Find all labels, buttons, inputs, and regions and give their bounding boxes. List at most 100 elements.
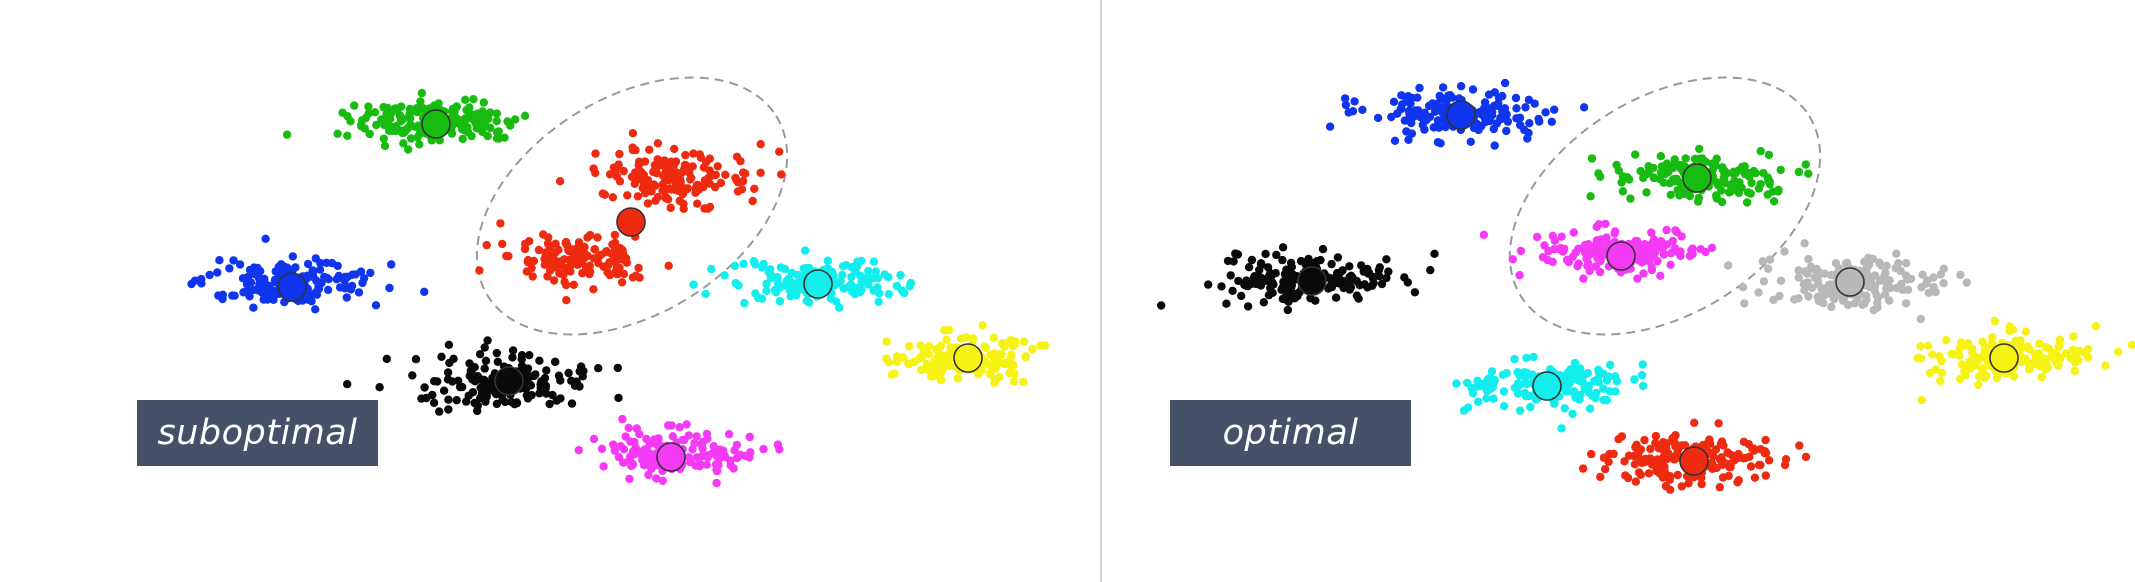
data-point	[801, 246, 810, 255]
data-point	[551, 248, 560, 257]
data-point	[1261, 249, 1270, 259]
data-point	[364, 102, 373, 111]
data-point	[989, 333, 998, 342]
data-point	[745, 453, 754, 462]
data-point	[1636, 470, 1646, 479]
data-point	[1578, 464, 1588, 473]
data-point	[1157, 301, 1166, 310]
data-point	[757, 294, 767, 303]
data-point	[2033, 360, 2042, 370]
data-point	[775, 283, 784, 293]
data-point	[1674, 442, 1683, 451]
data-point	[838, 262, 848, 271]
data-point	[618, 414, 627, 424]
data-point	[1764, 150, 1774, 160]
data-point	[340, 276, 349, 285]
centroid-marker	[494, 366, 524, 396]
data-point	[235, 260, 245, 269]
data-point	[462, 105, 471, 115]
cluster-red-optimal	[1578, 418, 1811, 494]
data-point	[1278, 283, 1287, 292]
data-point	[391, 104, 401, 113]
data-point	[645, 439, 655, 448]
data-point	[653, 139, 663, 148]
data-point	[1765, 255, 1775, 264]
data-point	[681, 150, 690, 160]
data-point	[1474, 397, 1483, 406]
data-point	[2037, 372, 2047, 382]
data-point	[1696, 245, 1705, 254]
data-point	[924, 366, 933, 375]
data-point	[739, 259, 748, 268]
data-point	[1345, 262, 1354, 271]
data-point	[1579, 274, 1588, 283]
data-point	[1513, 379, 1523, 388]
data-point	[997, 339, 1007, 348]
data-point	[416, 97, 425, 106]
data-point	[250, 270, 260, 279]
data-point	[465, 359, 474, 368]
data-point	[874, 297, 883, 306]
data-point	[1028, 344, 1037, 354]
data-point	[443, 368, 453, 377]
data-point	[1426, 265, 1435, 275]
data-point	[451, 103, 461, 112]
data-point	[1765, 179, 1774, 189]
data-point	[1639, 269, 1648, 278]
data-point	[847, 272, 856, 282]
data-point	[823, 256, 832, 265]
data-point	[1780, 460, 1790, 470]
data-point	[449, 117, 459, 126]
data-point	[1746, 462, 1756, 471]
data-point	[1657, 461, 1667, 470]
data-point	[1647, 262, 1656, 272]
data-point	[1769, 295, 1778, 305]
data-point	[1928, 350, 1937, 359]
data-point	[741, 169, 750, 178]
data-point	[724, 430, 734, 439]
data-point	[1990, 316, 2000, 326]
data-point	[187, 279, 196, 289]
centroid-marker	[1606, 241, 1636, 271]
data-point	[982, 359, 991, 368]
data-point	[1801, 160, 1811, 169]
data-point	[1406, 99, 1415, 108]
data-point	[789, 286, 798, 296]
data-point	[1827, 302, 1836, 312]
data-point	[1255, 265, 1264, 275]
data-point	[590, 245, 599, 254]
centroid-marker	[803, 269, 833, 299]
data-point	[631, 271, 641, 280]
data-point	[1637, 370, 1647, 380]
data-point	[946, 353, 956, 362]
data-point	[905, 282, 914, 291]
data-point	[668, 432, 677, 441]
data-point	[1644, 162, 1653, 171]
data-point	[1344, 108, 1353, 117]
data-point	[1631, 477, 1641, 486]
data-point	[647, 187, 656, 196]
data-point	[1006, 336, 1015, 345]
data-point	[605, 270, 615, 280]
data-point	[498, 239, 507, 249]
data-point	[887, 370, 897, 379]
data-point	[566, 267, 575, 276]
data-point	[896, 270, 905, 280]
data-point	[522, 267, 532, 276]
data-point	[635, 429, 644, 439]
data-point	[1568, 252, 1577, 261]
data-point	[525, 351, 534, 360]
data-point	[550, 357, 560, 367]
data-point	[1638, 381, 1648, 391]
data-point	[555, 269, 564, 278]
data-point	[1690, 154, 1700, 164]
data-point	[1521, 373, 1530, 382]
data-point	[1962, 341, 1971, 350]
data-point	[613, 255, 622, 264]
data-point	[574, 446, 583, 455]
data-point	[1521, 103, 1530, 112]
data-point	[535, 356, 544, 365]
data-point	[1446, 91, 1455, 100]
data-point	[2041, 342, 2051, 352]
data-point	[1659, 250, 1669, 259]
